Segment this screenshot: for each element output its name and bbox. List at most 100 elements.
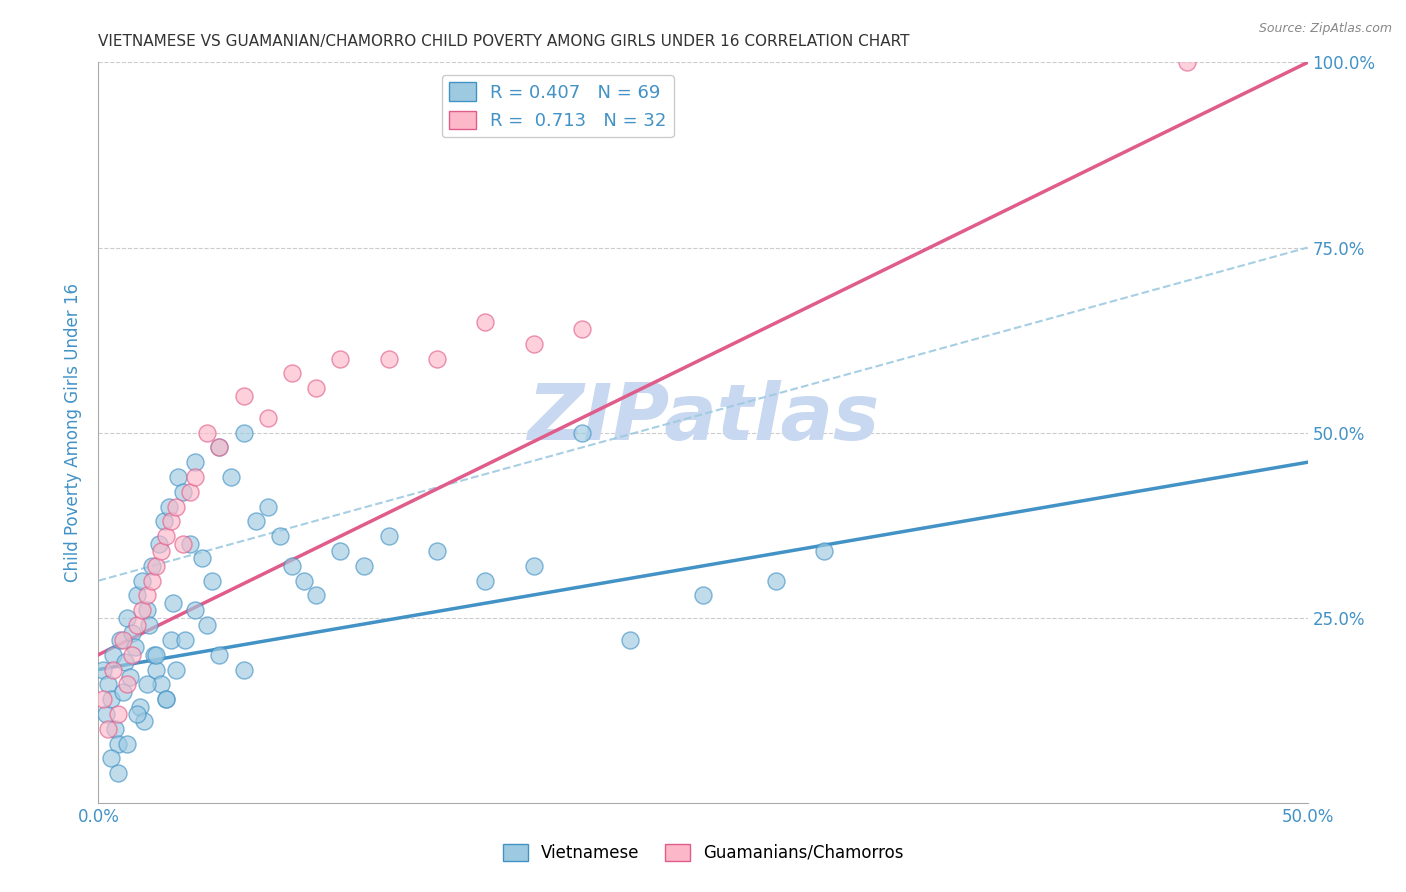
Point [179, 484, 201, 499]
Point [101, 663, 124, 677]
Point [571, 425, 593, 440]
Point [97, 722, 120, 736]
Point [195, 618, 218, 632]
Point [201, 574, 224, 588]
Point [329, 544, 352, 558]
Point [118, 670, 141, 684]
Point [571, 322, 593, 336]
Point [131, 574, 153, 588]
Point [232, 425, 254, 440]
Text: Source: ZipAtlas.com: Source: ZipAtlas.com [1258, 22, 1392, 36]
Point [138, 618, 160, 632]
Point [305, 589, 328, 603]
Point [256, 500, 278, 514]
Point [145, 558, 167, 573]
Point [191, 551, 214, 566]
Point [135, 603, 157, 617]
Point [97, 677, 120, 691]
Point [100, 692, 122, 706]
Text: ZIPatlas: ZIPatlas [527, 380, 879, 456]
Point [107, 706, 129, 721]
Point [111, 632, 134, 647]
Point [184, 455, 207, 469]
Point [208, 441, 231, 455]
Point [167, 470, 190, 484]
Point [155, 529, 177, 543]
Point [179, 536, 201, 550]
Point [162, 596, 184, 610]
Point [128, 699, 150, 714]
Point [281, 558, 304, 573]
Point [145, 663, 167, 677]
Point [150, 544, 173, 558]
Point [813, 544, 835, 558]
Point [208, 648, 231, 662]
Point [232, 663, 254, 677]
Point [172, 536, 194, 550]
Point [474, 314, 496, 328]
Point [172, 484, 194, 499]
Point [523, 336, 546, 351]
Point [91, 663, 114, 677]
Point [765, 574, 787, 588]
Point [474, 574, 496, 588]
Point [221, 470, 243, 484]
Point [141, 574, 163, 588]
Point [269, 529, 291, 543]
Point [160, 632, 183, 647]
Point [107, 766, 129, 780]
Point [353, 558, 375, 573]
Point [157, 500, 180, 514]
Point [141, 558, 163, 573]
Point [145, 648, 167, 662]
Point [117, 677, 139, 691]
Point [114, 655, 136, 669]
Point [245, 515, 267, 529]
Point [135, 589, 157, 603]
Y-axis label: Child Poverty Among Girls Under 16: Child Poverty Among Girls Under 16 [63, 283, 82, 582]
Point [377, 351, 399, 366]
Point [292, 574, 315, 588]
Point [148, 536, 170, 550]
Point [165, 663, 187, 677]
Point [174, 632, 197, 647]
Point [91, 692, 114, 706]
Point [523, 558, 546, 573]
Point [124, 640, 146, 655]
Point [150, 677, 173, 691]
Point [100, 751, 122, 765]
Point [108, 632, 131, 647]
Point [107, 737, 129, 751]
Point [127, 589, 149, 603]
Point [111, 685, 134, 699]
Point [232, 388, 254, 402]
Point [152, 515, 174, 529]
Legend: R = 0.407   N = 69, R =  0.713   N = 32: R = 0.407 N = 69, R = 0.713 N = 32 [441, 75, 673, 137]
Point [426, 351, 449, 366]
Point [305, 381, 328, 395]
Point [101, 648, 124, 662]
Point [121, 625, 143, 640]
Point [184, 470, 207, 484]
Point [377, 529, 399, 543]
Point [127, 706, 149, 721]
Point [127, 618, 149, 632]
Point [329, 351, 352, 366]
Point [94, 706, 117, 721]
Point [619, 632, 641, 647]
Point [131, 603, 153, 617]
Point [184, 603, 207, 617]
Point [160, 515, 183, 529]
Point [281, 367, 304, 381]
Point [692, 589, 714, 603]
Point [104, 722, 127, 736]
Point [256, 410, 278, 425]
Point [426, 544, 449, 558]
Point [134, 714, 156, 729]
Point [208, 441, 231, 455]
Point [117, 737, 139, 751]
Point [143, 648, 166, 662]
Point [1175, 55, 1198, 70]
Point [165, 500, 187, 514]
Point [195, 425, 218, 440]
